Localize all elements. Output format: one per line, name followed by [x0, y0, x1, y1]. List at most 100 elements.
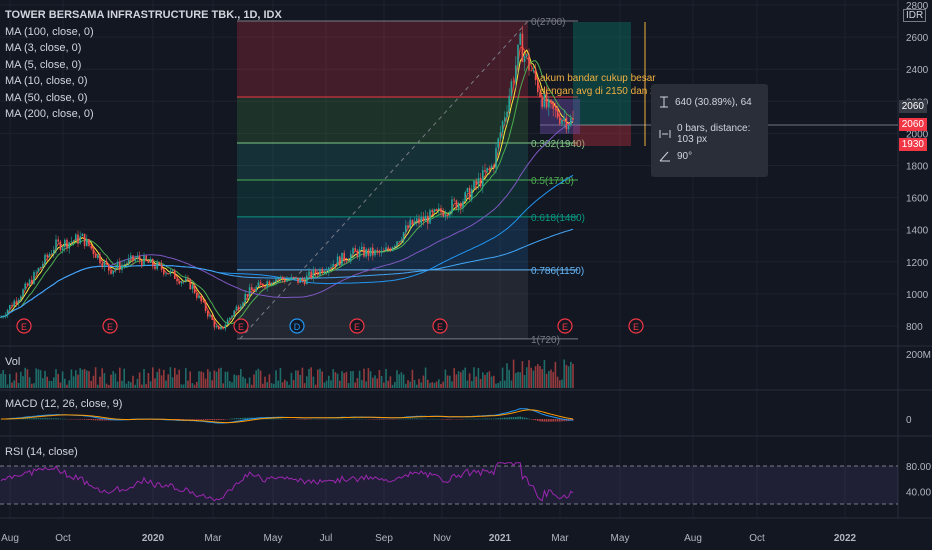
- candle-body: [398, 241, 400, 242]
- volume-bar: [42, 378, 44, 388]
- ma-5-label[interactable]: MA (5, close, 0): [5, 58, 82, 71]
- candle-body: [233, 310, 235, 316]
- marker-letter: E: [21, 322, 27, 332]
- candle-body: [86, 238, 88, 246]
- volume-bar: [369, 371, 372, 388]
- ma-100-label[interactable]: MA (100, close, 0): [5, 25, 94, 38]
- volume-bar: [314, 384, 317, 388]
- macd-histogram-bar: [178, 419, 180, 420]
- macd-histogram-bar: [352, 418, 354, 420]
- macd-histogram-bar: [490, 418, 493, 420]
- volume-bar: [354, 382, 356, 388]
- candle-body: [187, 278, 189, 280]
- volume-bar: [396, 370, 398, 388]
- volume-bar: [418, 378, 420, 388]
- volume-bar: [506, 363, 508, 388]
- volume-bar: [108, 384, 110, 388]
- candle-body: [75, 234, 77, 241]
- candle-body: [543, 92, 546, 107]
- volume-bar: [422, 375, 425, 388]
- rsi-label[interactable]: RSI (14, close): [5, 446, 78, 458]
- candle-body: [134, 258, 136, 261]
- earnings-marker: [102, 318, 118, 334]
- candle-body: [226, 319, 229, 325]
- volume-bar: [493, 375, 495, 388]
- macd-histogram-bar: [301, 419, 304, 420]
- volume-bar: [204, 378, 207, 388]
- candle-body: [559, 117, 561, 124]
- macd-histogram-bar: [548, 419, 550, 422]
- candle-body: [554, 108, 557, 110]
- macd-histogram-bar: [182, 419, 185, 420]
- candle-body: [130, 255, 132, 259]
- candle-body: [380, 250, 383, 253]
- candle-body: [449, 212, 451, 216]
- macd-histogram-bar: [411, 418, 414, 420]
- volume-bar: [352, 371, 354, 388]
- candle-body: [70, 241, 73, 243]
- volume-bar: [160, 375, 163, 388]
- volume-bar: [61, 371, 64, 388]
- candle-body: [499, 132, 502, 139]
- candle-body: [325, 271, 328, 273]
- macd-label[interactable]: MACD (12, 26, close, 9): [5, 398, 123, 410]
- macd-histogram-bar: [224, 419, 227, 420]
- macd-histogram-bar: [418, 418, 420, 420]
- candle-body: [387, 247, 389, 250]
- volume-label[interactable]: Vol: [5, 356, 21, 368]
- candle-body: [211, 315, 213, 320]
- candle-body: [530, 70, 532, 72]
- candle-body: [427, 215, 429, 224]
- ma-200-label[interactable]: MA (200, close, 0): [5, 108, 94, 120]
- candle-body: [407, 225, 409, 228]
- chart-annotation[interactable]: akum bandar cukup besar dengan avg di 21…: [540, 72, 672, 98]
- volume-bar: [2, 370, 4, 388]
- macd-histogram-bar: [541, 419, 543, 422]
- ma-3-label[interactable]: MA (3, close, 0): [5, 42, 82, 54]
- marker-letter: E: [633, 322, 639, 332]
- currency-label[interactable]: IDR: [903, 9, 927, 22]
- volume-bar: [152, 367, 154, 388]
- volume-bar: [185, 368, 187, 388]
- y-tick-label: 1400: [906, 226, 929, 237]
- candle-body: [220, 326, 222, 330]
- volume-bar: [321, 371, 323, 388]
- volume-bar: [464, 367, 466, 388]
- candle-body: [2, 316, 4, 317]
- macd-histogram-bar: [532, 419, 535, 420]
- volume-bar: [365, 381, 367, 388]
- fib-label: 0.786(1150): [531, 266, 584, 277]
- macd-histogram-bar: [343, 418, 345, 420]
- candle-body: [20, 296, 22, 300]
- volume-bar: [449, 375, 451, 388]
- macd-histogram-bar: [26, 418, 29, 420]
- candle-body: [418, 218, 420, 224]
- candle-body: [402, 232, 405, 241]
- candle-body: [570, 118, 572, 126]
- rsi-axis-label: 40.00: [906, 487, 931, 498]
- volume-bar: [145, 384, 147, 388]
- macd-histogram-bar: [341, 418, 343, 420]
- volume-bar: [103, 373, 106, 388]
- volume-bar: [11, 382, 13, 388]
- candle-body: [519, 33, 521, 45]
- candle-body: [28, 279, 31, 286]
- volume-bar: [385, 368, 387, 388]
- volume-bar: [79, 368, 81, 388]
- candle-body: [218, 326, 220, 330]
- macd-histogram-bar: [416, 418, 418, 420]
- candle-body: [424, 215, 427, 222]
- earnings-marker: [557, 318, 573, 334]
- volume-bar: [209, 371, 211, 388]
- macd-histogram-bar: [20, 418, 22, 420]
- candle-body: [444, 214, 447, 217]
- candle-body: [292, 276, 295, 278]
- macd-histogram-bar: [180, 419, 183, 420]
- ma-10-label[interactable]: MA (10, close, 0): [5, 75, 88, 87]
- ma-50-label[interactable]: MA (50, close, 0): [5, 91, 88, 104]
- candle-body: [517, 44, 519, 66]
- candle-body: [149, 258, 152, 263]
- macd-histogram-bar: [242, 417, 244, 420]
- macd-histogram-bar: [81, 419, 84, 420]
